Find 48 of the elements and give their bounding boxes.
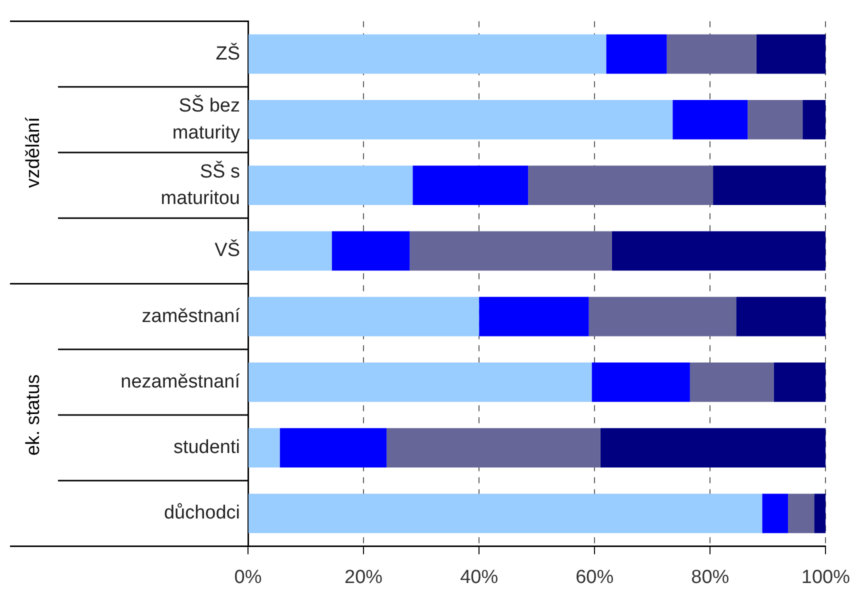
- bar: [386, 428, 600, 468]
- bar: [690, 362, 774, 402]
- y-tick-label: VŠ: [214, 239, 240, 262]
- bar: [672, 100, 748, 140]
- x-tick-label: 40%: [460, 566, 498, 588]
- y-tick-label: zaměstnaní: [142, 306, 241, 327]
- y-tick-label: studenti: [173, 437, 240, 458]
- bar: [802, 100, 826, 140]
- bar: [762, 494, 788, 534]
- x-tick-label: 80%: [691, 566, 730, 588]
- y-tick-label: důchodci: [164, 502, 240, 524]
- bar: [774, 362, 826, 402]
- bar: [756, 34, 826, 74]
- bar: [713, 166, 826, 206]
- bar: [248, 100, 673, 140]
- bar: [736, 296, 826, 336]
- bar: [606, 34, 667, 74]
- bar: [248, 296, 480, 336]
- bar: [588, 296, 736, 336]
- y-tick-label: nezaměstnaní: [120, 371, 241, 392]
- bar: [748, 100, 803, 140]
- bar: [248, 34, 606, 74]
- y-tick-label: ZŠ: [216, 42, 240, 64]
- bar: [410, 231, 612, 271]
- x-tick-label: 60%: [576, 566, 614, 588]
- bar: [612, 231, 826, 271]
- y-tick-label: SŠ s maturitou: [160, 160, 240, 209]
- bar: [332, 231, 410, 271]
- bar: [592, 362, 690, 402]
- bar: [666, 34, 756, 74]
- bar: [248, 428, 280, 468]
- bar: [248, 362, 592, 402]
- bar: [600, 428, 826, 468]
- bar: [814, 494, 826, 534]
- text: vzdělání: [23, 116, 44, 188]
- bar: [479, 296, 589, 336]
- x-tick-label: 0%: [234, 566, 262, 588]
- bar: [788, 494, 814, 534]
- bar: [248, 231, 332, 271]
- text: ek. status: [23, 374, 44, 456]
- y-tick-label: SŠ bez maturity: [172, 94, 240, 144]
- bar: [280, 428, 387, 468]
- bar: [412, 166, 528, 206]
- bar: [248, 494, 762, 534]
- bar: [248, 166, 413, 206]
- bar: [528, 166, 714, 206]
- x-tick-label: 20%: [344, 566, 383, 588]
- x-tick-label: 100%: [801, 566, 850, 588]
